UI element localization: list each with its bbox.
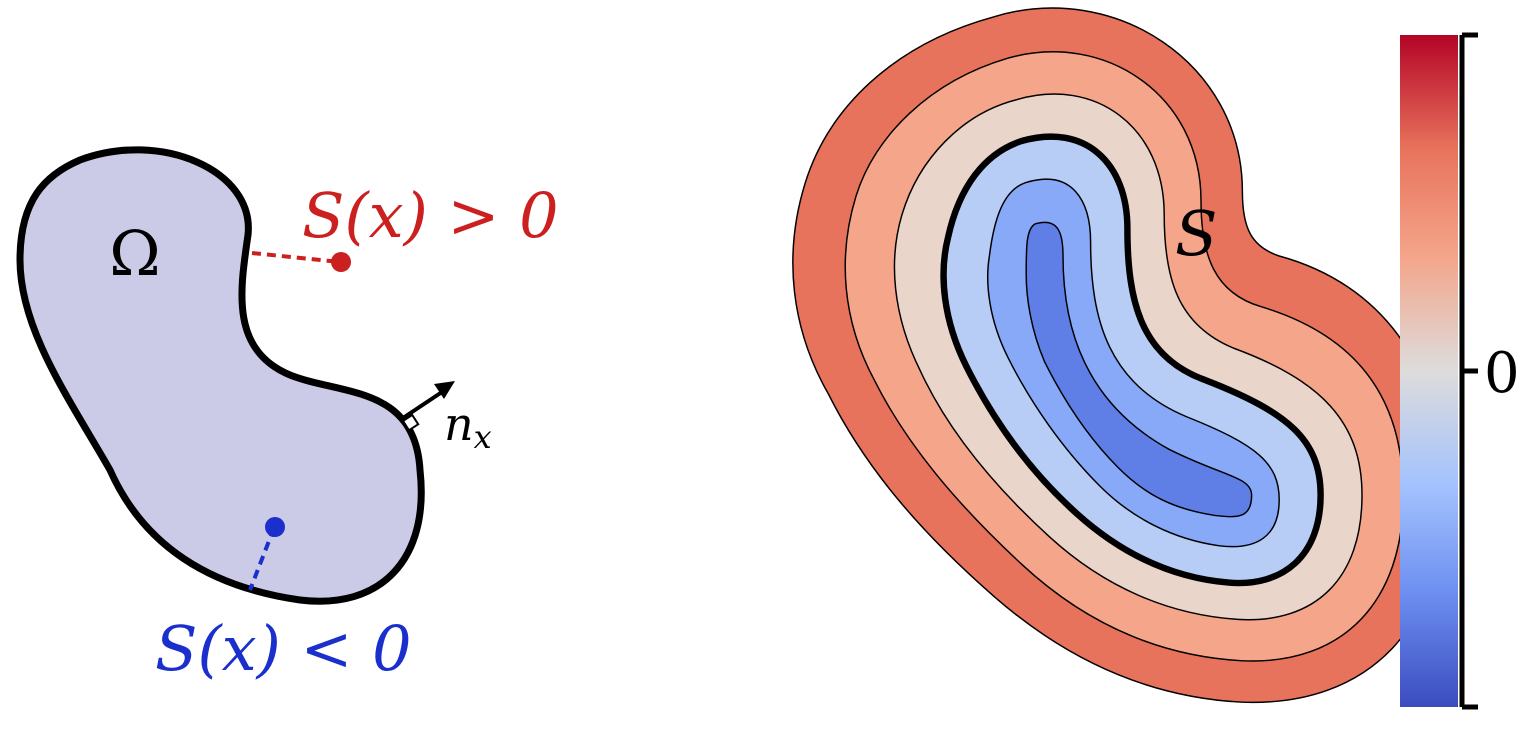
inside-label: S(x) < 0 bbox=[155, 612, 412, 685]
contour-map bbox=[792, 7, 1446, 703]
outside-label: S(x) > 0 bbox=[302, 179, 559, 252]
contour-level-0 bbox=[1025, 221, 1253, 518]
outside-point bbox=[331, 252, 351, 272]
domain-omega-shape bbox=[16, 146, 425, 605]
colorbar-gradient bbox=[1400, 35, 1458, 707]
field-label: S bbox=[1175, 197, 1217, 270]
normal-vector-arrow bbox=[398, 381, 455, 432]
colorbar-zero-label: 0 bbox=[1484, 341, 1520, 406]
domain-omega-label: Ω bbox=[109, 217, 160, 290]
outside-distance-line bbox=[251, 251, 341, 264]
left-panel: Ω S(x) > 0 S(x) < 0 nx bbox=[16, 146, 559, 685]
inside-distance-line bbox=[248, 527, 276, 591]
colorbar: 0 bbox=[1400, 32, 1520, 710]
right-angle-marker bbox=[401, 413, 420, 432]
inside-point bbox=[265, 517, 285, 537]
normal-label: nx bbox=[444, 397, 492, 456]
